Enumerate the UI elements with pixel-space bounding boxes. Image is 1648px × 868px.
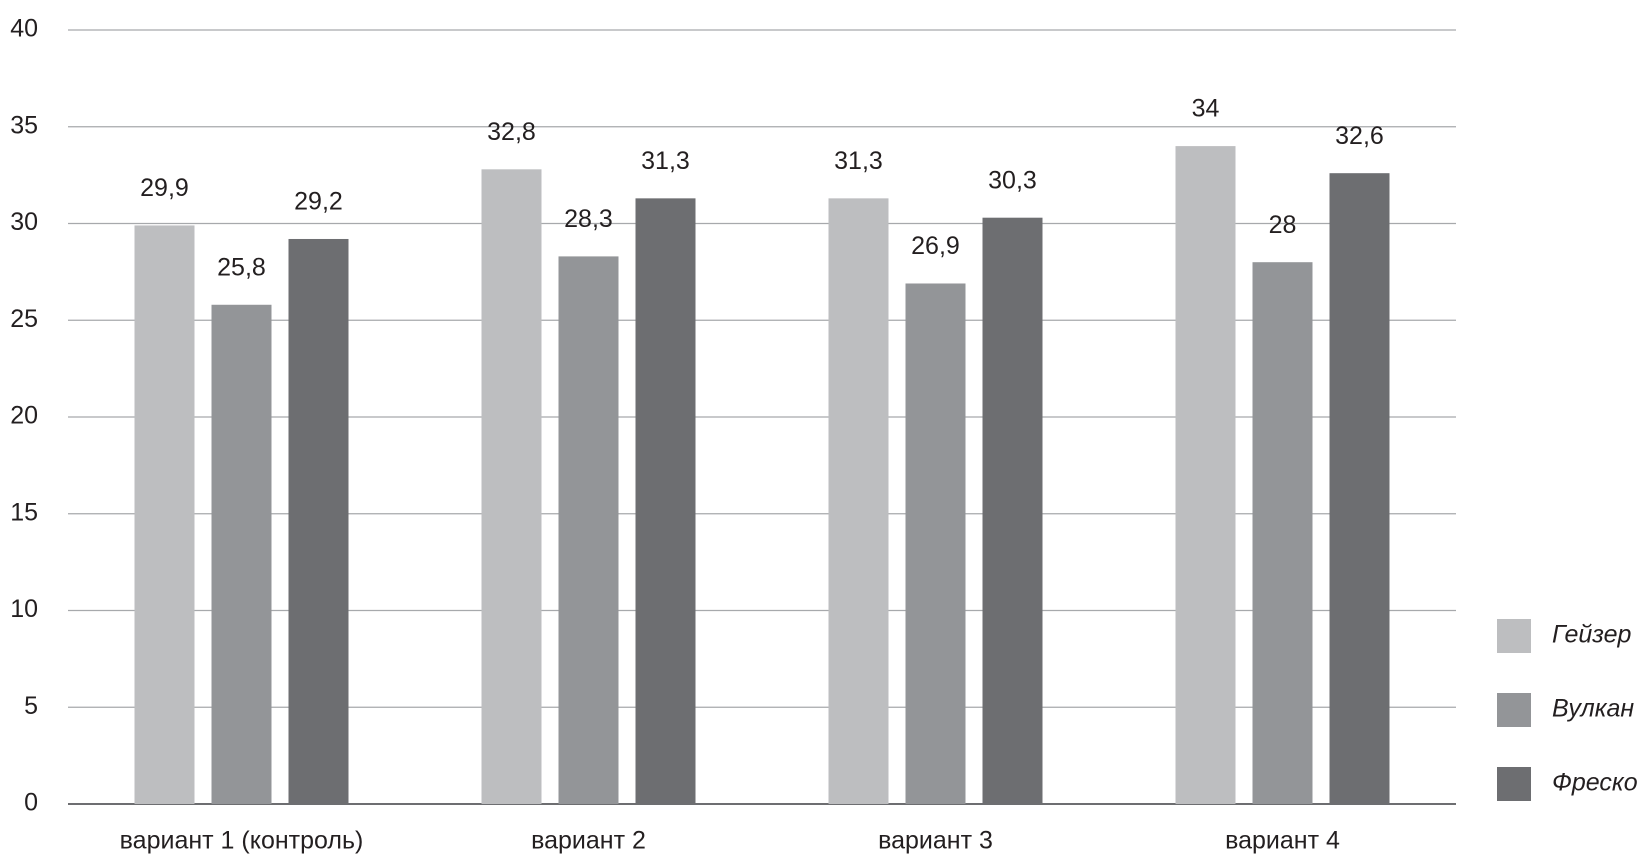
bar xyxy=(558,256,619,804)
bar xyxy=(211,304,272,804)
value-label: 31,3 xyxy=(641,147,690,175)
y-tick-label: 15 xyxy=(10,498,38,526)
value-label: 29,2 xyxy=(294,188,343,216)
value-label: 34 xyxy=(1192,95,1220,123)
x-tick-label: вариант 1 (контроль) xyxy=(120,827,364,855)
legend-swatch xyxy=(1497,767,1531,801)
legend-label: Фреско xyxy=(1552,769,1638,797)
value-label: 31,3 xyxy=(834,147,883,175)
bar xyxy=(288,238,349,805)
legend-label: Вулкан xyxy=(1552,695,1634,723)
y-tick-label: 40 xyxy=(10,15,38,43)
legend-label: Гейзер xyxy=(1552,621,1632,649)
value-label: 25,8 xyxy=(217,253,266,281)
legend-swatch xyxy=(1497,693,1531,727)
y-tick-label: 5 xyxy=(24,692,38,720)
bar xyxy=(134,225,195,804)
y-tick-label: 20 xyxy=(10,402,38,430)
value-label: 32,6 xyxy=(1335,122,1384,150)
x-tick-label: вариант 2 xyxy=(531,827,646,855)
y-tick-label: 30 xyxy=(10,208,38,236)
value-label: 28 xyxy=(1269,211,1297,239)
bar xyxy=(1175,146,1236,805)
x-tick-label: вариант 3 xyxy=(878,827,993,855)
bar xyxy=(982,217,1043,804)
y-tick-label: 25 xyxy=(10,305,38,333)
y-tick-label: 10 xyxy=(10,595,38,623)
value-label: 29,9 xyxy=(140,174,189,202)
bar xyxy=(905,283,966,804)
y-tick-label: 35 xyxy=(10,111,38,139)
bar xyxy=(635,198,696,805)
bar xyxy=(1252,262,1313,804)
value-label: 32,8 xyxy=(487,118,536,146)
value-label: 28,3 xyxy=(564,205,613,233)
bar xyxy=(828,198,889,805)
value-label: 30,3 xyxy=(988,166,1037,194)
bar xyxy=(481,169,542,804)
bar xyxy=(1329,173,1390,804)
legend-swatch xyxy=(1497,619,1531,653)
y-tick-label: 0 xyxy=(24,789,38,817)
x-tick-label: вариант 4 xyxy=(1225,827,1340,855)
value-label: 26,9 xyxy=(911,232,960,260)
